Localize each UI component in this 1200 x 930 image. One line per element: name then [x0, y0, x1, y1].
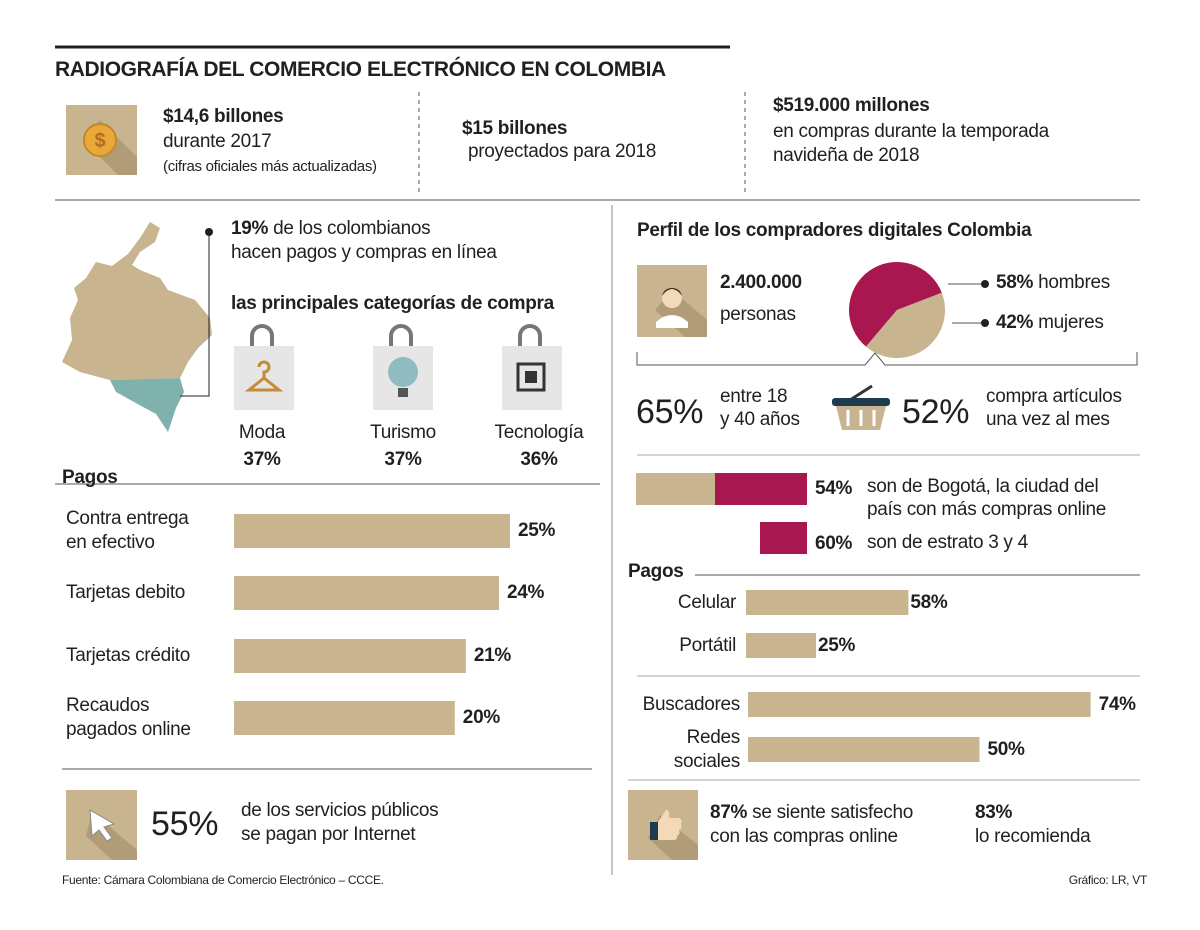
text: son de Bogotá, la ciudad del [867, 476, 1099, 497]
section-title: Pagos [62, 467, 118, 488]
bar [234, 639, 466, 673]
text: una vez al mes [986, 409, 1110, 430]
credit: Gráfico: LR, VT [1068, 873, 1148, 887]
section-title: Perfil de los compradores digitales Colo… [637, 220, 1032, 241]
text: se siente satisfecho [752, 802, 913, 823]
bar [234, 514, 510, 548]
text: compra artículos [986, 386, 1122, 407]
name: mujeres [1038, 312, 1104, 333]
bar-label: Portátil [679, 634, 736, 656]
share-bars [636, 473, 807, 554]
bar-label: Buscadores [642, 693, 741, 715]
text: de los colombianos [273, 218, 431, 239]
cursor-icon [66, 790, 137, 860]
name: hombres [1038, 272, 1110, 293]
bar-label: sociales [673, 750, 741, 772]
bar [748, 737, 980, 762]
pie-label: 58% hombres [996, 271, 1110, 295]
bar [234, 701, 455, 735]
text: se pagan por Internet [241, 824, 416, 845]
value: 19% [231, 218, 269, 239]
bar [748, 692, 1091, 717]
map [62, 222, 213, 432]
value: 87% [710, 802, 748, 823]
text: con las compras online [710, 826, 898, 847]
pie-slice [866, 292, 946, 359]
text: durante 2017 [163, 131, 272, 152]
bar-value: 50% [987, 738, 1025, 760]
amount: $15 billones [462, 118, 568, 139]
text: en compras durante la temporada [773, 121, 1049, 142]
bag-icon [373, 324, 433, 410]
text: de los servicios públicos [241, 800, 439, 821]
bar-value: 25% [518, 520, 556, 541]
bar [746, 590, 909, 615]
satisfaction: 87% se siente satisfecho [710, 801, 913, 825]
pie-slice [849, 262, 942, 347]
amount: $14,6 billones [163, 106, 284, 127]
category-name: Turismo [370, 422, 436, 443]
bag-icon [502, 324, 562, 410]
bar-value: 21% [473, 645, 511, 666]
category-name: Tecnología [494, 422, 584, 443]
note: (cifras oficiales más actualizadas) [163, 158, 377, 175]
text: lo recomienda [975, 826, 1091, 847]
bar-label: en efectivo [66, 532, 155, 553]
value: 58% [996, 272, 1034, 293]
bar-label: Contra entrega [66, 508, 189, 529]
text: entre 18 [720, 386, 788, 407]
bar [746, 633, 816, 658]
category-value: 36% [520, 449, 558, 470]
text: navideña de 2018 [773, 145, 920, 166]
bar-label: Celular [677, 591, 736, 613]
section-title: las principales categorías de compra [231, 293, 554, 314]
value: 55% [151, 805, 219, 843]
bar-value: 24% [506, 582, 545, 603]
source: Fuente: Cámara Colombiana de Comercio El… [62, 873, 384, 887]
basket-icon [832, 384, 890, 430]
online-share: 19% de los colombianos [231, 217, 431, 241]
value: 60% [815, 533, 853, 554]
bar-value: 25% [818, 634, 856, 656]
section-title: Pagos [628, 561, 684, 582]
text: personas [720, 304, 796, 325]
svg-text:$: $ [94, 130, 105, 152]
value: 54% [815, 478, 853, 499]
bar-value: 74% [1098, 693, 1136, 715]
text: hacen pagos y compras en línea [231, 242, 497, 263]
value: 52% [902, 393, 970, 431]
text: son de estrato 3 y 4 [867, 532, 1028, 553]
coin-icon: $ [66, 105, 137, 175]
text: y 40 años [720, 409, 800, 430]
value: 65% [636, 393, 704, 431]
bar-label: Tarjetas debito [66, 582, 186, 603]
bracket [636, 352, 1138, 366]
value: 42% [996, 312, 1034, 333]
person-icon [637, 265, 707, 337]
bar-label: Redes [686, 726, 741, 748]
bar-label: pagados online [66, 719, 191, 740]
bar-label: Recaudos [66, 695, 150, 716]
text: proyectados para 2018 [468, 141, 657, 162]
category-name: Moda [238, 422, 286, 443]
bar-value: 58% [910, 591, 948, 613]
value: 83% [975, 802, 1013, 823]
value: 2.400.000 [720, 272, 802, 293]
bar-label: Tarjetas crédito [66, 645, 191, 666]
thumb-icon [628, 790, 698, 860]
pie-label: 42% mujeres [996, 311, 1104, 335]
title: RADIOGRAFÍA DEL COMERCIO ELECTRÓNICO EN … [55, 58, 666, 81]
text: país con más compras online [867, 499, 1107, 520]
category-value: 37% [384, 449, 422, 470]
pie-leaders [948, 280, 989, 327]
category-value: 37% [243, 449, 281, 470]
bag-icon [234, 324, 294, 410]
bar-value: 20% [462, 707, 500, 728]
amount: $519.000 millones [773, 95, 930, 116]
bar [234, 576, 499, 610]
